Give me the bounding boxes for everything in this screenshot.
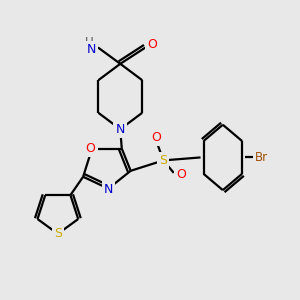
- Text: N: N: [104, 183, 113, 196]
- Text: S: S: [159, 154, 167, 167]
- Text: N: N: [87, 43, 96, 56]
- Text: O: O: [151, 131, 161, 144]
- Text: O: O: [147, 38, 157, 51]
- Text: Br: Br: [255, 151, 268, 164]
- Text: O: O: [176, 168, 186, 181]
- Text: N: N: [116, 123, 125, 136]
- Text: O: O: [85, 142, 95, 155]
- Text: H: H: [85, 36, 94, 49]
- Text: S: S: [54, 227, 62, 240]
